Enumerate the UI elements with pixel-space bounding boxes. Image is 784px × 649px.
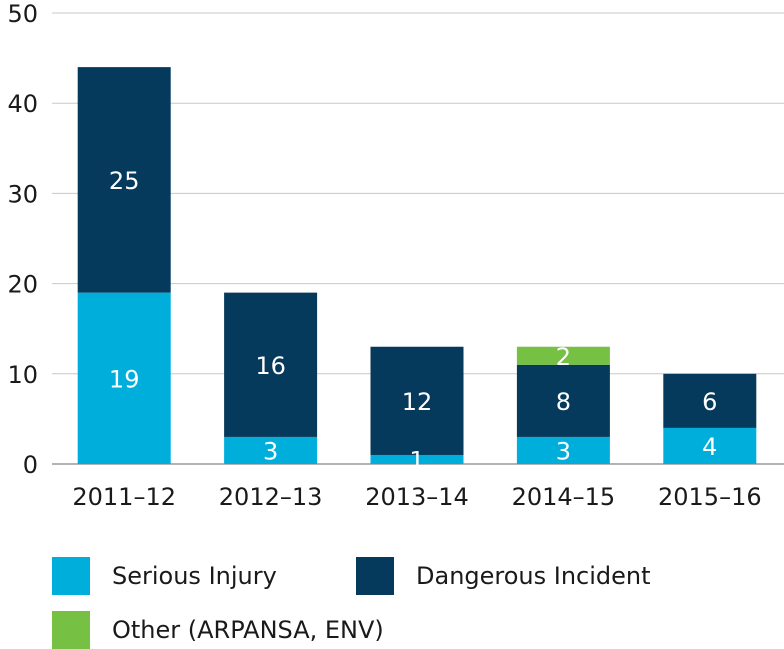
legend-label-dangerous-incident: Dangerous Incident xyxy=(416,562,651,590)
stacked-bar-chart: 0 10 20 30 40 50 19 25 3 16 1 12 3 8 2 4 6 2011–12 2012–… xyxy=(7,0,784,511)
bar-segment xyxy=(663,427,757,464)
data-label: 3 xyxy=(263,437,278,465)
data-labels: 19 25 3 16 1 12 3 8 2 4 6 xyxy=(109,167,718,475)
x-tick-label: 2015–16 xyxy=(658,483,762,511)
data-label: 12 xyxy=(402,388,433,416)
x-tick-label: 2014–15 xyxy=(512,483,616,511)
data-label: 3 xyxy=(556,437,571,465)
data-label: 16 xyxy=(255,352,286,380)
x-axis-ticks: 2011–12 2012–13 2013–14 2014–15 2015–16 xyxy=(72,483,761,511)
y-axis-ticks: 0 10 20 30 40 50 xyxy=(7,0,38,479)
bar-segment xyxy=(663,373,757,428)
bar-segment xyxy=(516,364,610,437)
data-label: 6 xyxy=(702,388,717,416)
y-tick-label: 20 xyxy=(7,271,38,299)
legend-swatch-dangerous-incident xyxy=(356,557,394,595)
y-tick-label: 50 xyxy=(7,0,38,28)
legend-swatch-serious-injury xyxy=(52,557,90,595)
y-tick-label: 30 xyxy=(7,180,38,208)
data-label: 2 xyxy=(556,343,571,371)
bar-segment xyxy=(516,346,610,365)
data-label: 25 xyxy=(109,167,140,195)
data-label: 8 xyxy=(556,388,571,416)
bar-segment xyxy=(516,436,610,464)
bar-segment xyxy=(77,67,171,293)
bar-segment xyxy=(224,436,318,464)
legend-item-dangerous-incident: Dangerous Incident xyxy=(356,557,651,595)
bar-segment xyxy=(370,454,464,464)
y-tick-label: 10 xyxy=(7,361,38,389)
x-tick-label: 2012–13 xyxy=(219,483,323,511)
x-tick-label: 2013–14 xyxy=(365,483,469,511)
bar-segment xyxy=(370,346,464,455)
bar-segment xyxy=(224,292,318,437)
y-tick-label: 0 xyxy=(23,451,38,479)
data-label: 1 xyxy=(409,446,424,474)
legend-label-serious-injury: Serious Injury xyxy=(112,562,277,590)
legend-item-other: Other (ARPANSA, ENV) xyxy=(52,611,384,649)
x-tick-label: 2011–12 xyxy=(72,483,176,511)
data-label: 4 xyxy=(702,433,717,461)
bars xyxy=(77,67,757,464)
bar-segment xyxy=(77,292,171,464)
gridlines xyxy=(52,12,784,465)
legend-swatch-other xyxy=(52,611,90,649)
legend-label-other: Other (ARPANSA, ENV) xyxy=(112,616,384,644)
legend-item-serious-injury: Serious Injury xyxy=(52,557,277,595)
y-tick-label: 40 xyxy=(7,90,38,118)
data-label: 19 xyxy=(109,365,140,393)
